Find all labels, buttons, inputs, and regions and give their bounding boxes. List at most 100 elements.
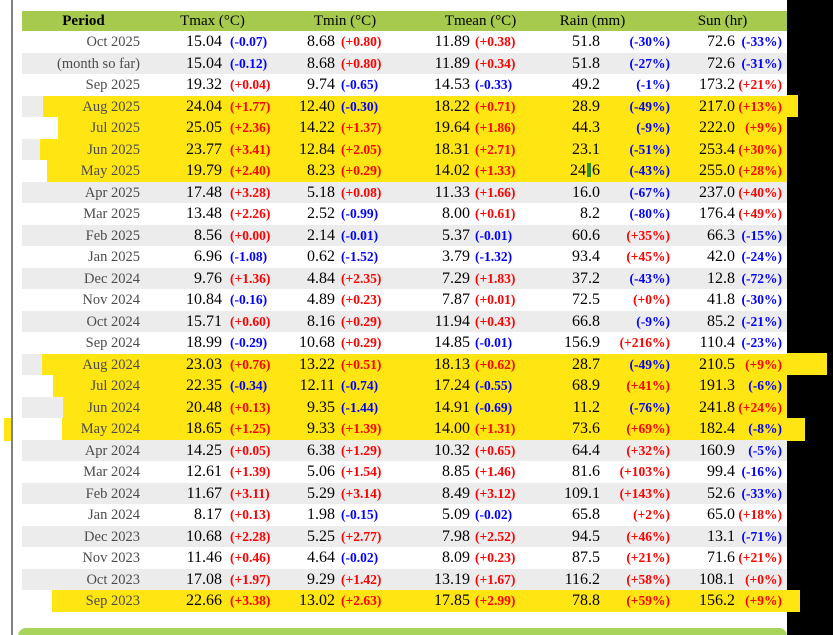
table-row: Feb 2025 8.56 (+0.00) 2.14 (-0.01) 5.37 … bbox=[22, 224, 787, 246]
tmean-value: 7.87 bbox=[442, 291, 470, 308]
sun-value: 110.4 bbox=[699, 334, 735, 351]
sun-value: 72.6 bbox=[707, 33, 735, 50]
tmax-value: 23.03 bbox=[186, 355, 222, 373]
period-cell: Dec 2024 bbox=[84, 270, 140, 287]
column-header-tmin: Tmin (°C) bbox=[313, 13, 377, 29]
period-cell: Jul 2025 bbox=[90, 120, 140, 136]
tmean-value: 14.91 bbox=[434, 398, 470, 416]
rain-value: 156.9 bbox=[564, 334, 600, 351]
tmean-value: 3.79 bbox=[442, 248, 470, 265]
tmin-value: 9.33 bbox=[307, 420, 335, 437]
tmean-anomaly: (+0.01) bbox=[475, 292, 516, 307]
tmean-value: 17.24 bbox=[434, 377, 470, 394]
period-cell: Jan 2024 bbox=[88, 507, 140, 523]
tmean-anomaly: (+0.23) bbox=[475, 550, 516, 565]
rain-value: 44.3 bbox=[572, 119, 600, 136]
tmax-anomaly: (+2.40) bbox=[230, 163, 271, 178]
period-cell: Sep 2024 bbox=[85, 335, 140, 351]
tmin-value: 9.74 bbox=[307, 76, 335, 93]
period-cell: Feb 2025 bbox=[85, 227, 140, 244]
sun-anomaly: (-71%) bbox=[741, 528, 783, 544]
tmean-value: 19.64 bbox=[434, 119, 470, 136]
tmax-value: 10.84 bbox=[186, 291, 222, 308]
tmin-anomaly: (+0.80) bbox=[341, 34, 382, 49]
rain-value: 78.8 bbox=[572, 592, 600, 609]
tmin-anomaly: (+2.77) bbox=[341, 528, 382, 544]
rain-value: 28.7 bbox=[572, 355, 600, 373]
tmean-value: 11.94 bbox=[434, 312, 470, 330]
tmean-value: 14.85 bbox=[434, 334, 470, 351]
sun-value: 191.3 bbox=[699, 377, 735, 394]
tmax-value: 15.04 bbox=[186, 54, 222, 72]
table-row: Jul 2024 22.35 (-0.34) 12.11 (-0.74) 17.… bbox=[22, 375, 787, 397]
sun-anomaly: (+21%) bbox=[738, 77, 782, 92]
tmean-anomaly: (+0.38) bbox=[475, 34, 516, 49]
rain-value: 23.1 bbox=[572, 140, 600, 158]
rain-value: 11.2 bbox=[572, 398, 600, 416]
tmax-anomaly: (+0.13) bbox=[230, 399, 271, 415]
tmax-anomaly: (+2.36) bbox=[230, 120, 271, 135]
tmax-value: 19.79 bbox=[186, 162, 222, 179]
tmin-value: 2.14 bbox=[307, 226, 335, 244]
rain-value: 81.6 bbox=[572, 463, 600, 480]
tmin-anomaly: (+1.39) bbox=[341, 421, 382, 436]
tmax-value: 11.67 bbox=[186, 484, 222, 502]
sun-anomaly: (-15%) bbox=[741, 227, 783, 243]
rain-value: 28.9 bbox=[572, 97, 600, 115]
sun-anomaly: (+13%) bbox=[738, 98, 782, 114]
column-header-rain: Rain (mm) bbox=[559, 13, 626, 29]
tmin-anomaly: (+0.23) bbox=[341, 292, 382, 307]
tmin-value: 13.02 bbox=[299, 592, 335, 609]
sun-anomaly: (-33%) bbox=[741, 485, 783, 501]
table-row: Dec 2023 10.68 (+2.28) 5.25 (+2.77) 7.98… bbox=[22, 525, 787, 547]
tmean-value: 14.00 bbox=[434, 420, 470, 437]
tmin-value: 4.64 bbox=[307, 549, 335, 566]
rain-anomaly: (+103%) bbox=[619, 464, 670, 479]
table-row: Mar 2024 12.61 (+1.39) 5.06 (+1.54) 8.85… bbox=[22, 461, 787, 483]
table-row: Apr 2025 17.48 (+3.28) 5.18 (+0.08) 11.3… bbox=[22, 181, 787, 203]
tmax-anomaly: (+0.00) bbox=[230, 227, 271, 243]
tmax-value: 23.77 bbox=[186, 140, 222, 158]
sun-value: 52.6 bbox=[707, 484, 735, 502]
period-cell: Aug 2024 bbox=[82, 356, 140, 373]
tmax-anomaly: (+1.36) bbox=[230, 270, 271, 286]
tmean-value: 8.09 bbox=[442, 549, 470, 566]
tmax-value: 19.32 bbox=[186, 76, 222, 93]
rain-value: 73.6 bbox=[572, 420, 600, 437]
tmin-value: 6.38 bbox=[307, 441, 335, 459]
period-cell: Dec 2023 bbox=[84, 528, 140, 545]
sun-anomaly: (+40%) bbox=[738, 184, 782, 200]
tmax-anomaly: (+1.25) bbox=[230, 421, 271, 436]
tmin-anomaly: (+2.05) bbox=[341, 141, 382, 157]
tmax-value: 15.71 bbox=[186, 312, 222, 330]
tmax-anomaly: (+3.28) bbox=[230, 184, 271, 200]
tmax-anomaly: (-0.34) bbox=[230, 378, 268, 393]
rain-anomaly: (+2%) bbox=[633, 507, 670, 522]
tmin-value: 2.52 bbox=[307, 205, 335, 222]
rain-anomaly: (+35%) bbox=[626, 227, 670, 243]
rain-value: 68.9 bbox=[572, 377, 600, 394]
table-row: Sep 2025 19.32 (+0.04) 9.74 (-0.65) 14.5… bbox=[22, 74, 787, 96]
tmean-value: 11.33 bbox=[434, 183, 470, 201]
tmin-value: 13.22 bbox=[299, 355, 335, 373]
sun-anomaly: (-16%) bbox=[741, 464, 783, 479]
sun-anomaly: (-72%) bbox=[741, 270, 783, 286]
rain-anomaly: (+0%) bbox=[633, 292, 670, 307]
tmax-anomaly: (+0.46) bbox=[230, 550, 271, 565]
tmin-anomaly: (+2.63) bbox=[341, 593, 382, 608]
rain-value: 51.8 bbox=[572, 33, 600, 50]
rain-anomaly: (-1%) bbox=[636, 77, 670, 92]
rain-anomaly: (+58%) bbox=[626, 571, 670, 587]
tmin-anomaly: (-0.02) bbox=[341, 550, 379, 565]
table-row: Sep 2023 22.66 (+3.38) 13.02 (+2.63) 17.… bbox=[22, 590, 787, 612]
tmax-anomaly: (+2.28) bbox=[230, 528, 271, 544]
rain-value: 116.2 bbox=[564, 570, 600, 588]
tmax-anomaly: (+2.26) bbox=[230, 206, 271, 221]
tmean-anomaly: (-1.32) bbox=[475, 249, 513, 264]
tmax-value: 6.96 bbox=[194, 248, 222, 265]
tmin-value: 5.18 bbox=[307, 183, 335, 201]
sun-anomaly: (-5%) bbox=[748, 442, 782, 458]
tmean-value: 11.89 bbox=[434, 33, 470, 50]
rain-anomaly: (-49%) bbox=[629, 356, 671, 372]
